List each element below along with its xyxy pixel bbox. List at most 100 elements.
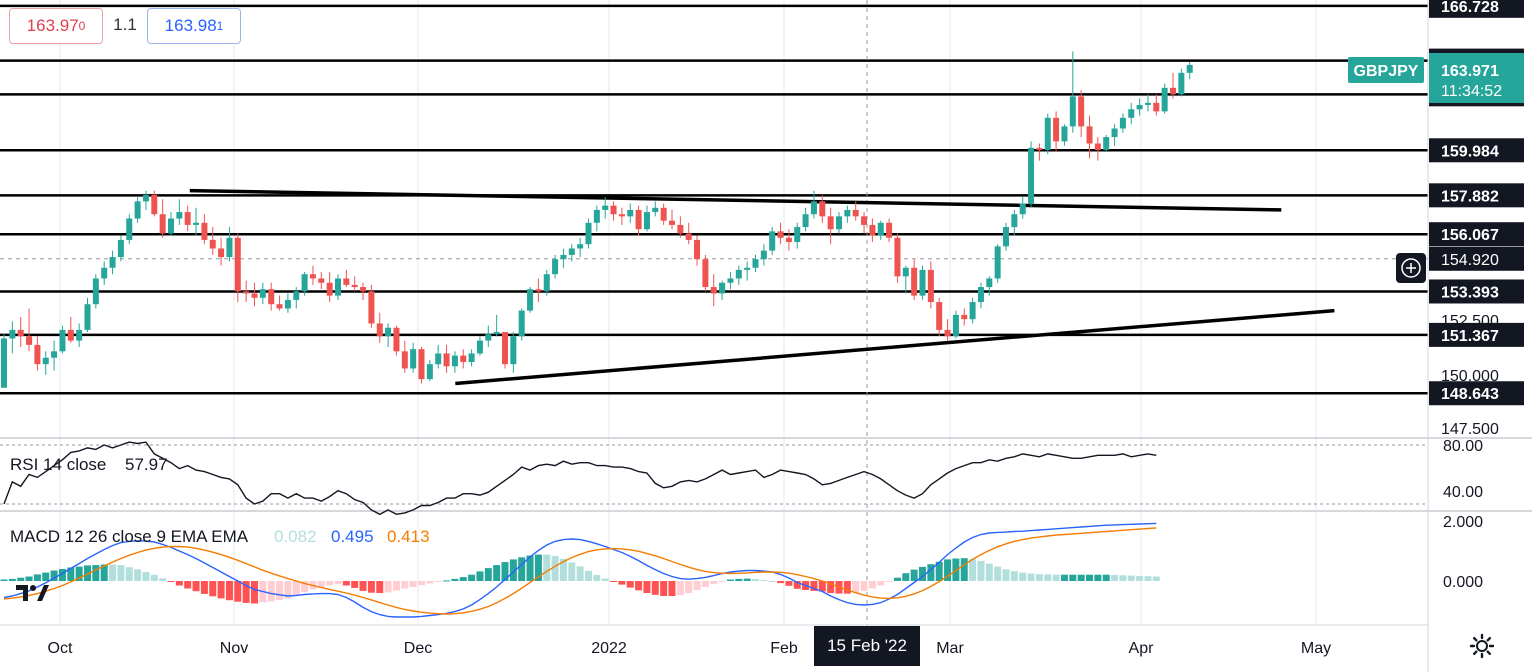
macd-histogram-bar [175, 581, 183, 586]
candle-body [226, 237, 233, 258]
sell-price: 163.97 [26, 16, 79, 35]
price-axis-label: 150.000 [1441, 368, 1499, 385]
macd-histogram-bar [1019, 572, 1027, 581]
macd-histogram-bar [818, 581, 826, 592]
macd-histogram-bar [1052, 574, 1060, 581]
candle-body [109, 257, 116, 268]
trendline [189, 188, 1282, 212]
macd-histogram-bar [1144, 576, 1152, 581]
candle-body [193, 222, 200, 225]
candle-body [218, 248, 225, 258]
candle-body [1003, 227, 1009, 247]
candle-body [1036, 147, 1043, 150]
macd-histogram-bar [793, 581, 801, 589]
candle-body [1161, 87, 1168, 112]
level-price-badge [1429, 183, 1524, 208]
macd-histogram-bar [810, 581, 818, 591]
macd-pane [0, 522, 1160, 618]
macd-histogram-bar [685, 581, 693, 593]
macd-histogram-bar [426, 581, 434, 584]
candle-body [1028, 147, 1035, 204]
candle-body [1186, 64, 1193, 73]
candle-body [944, 329, 951, 337]
macd-histogram-bar [217, 581, 225, 599]
macd-histogram-bar [651, 581, 659, 595]
candle-body [301, 274, 308, 292]
candle-body [293, 291, 300, 300]
candle-body [518, 310, 525, 337]
candle-body [602, 205, 609, 210]
candle-body [652, 207, 659, 213]
sell-button[interactable]: 163.970 [9, 8, 103, 44]
candle-body [610, 205, 617, 215]
candle-body [476, 340, 483, 354]
macd-histogram-bar [25, 576, 33, 581]
buy-button[interactable]: 163.981 [147, 8, 241, 44]
candle-body [886, 222, 893, 238]
macd-histogram-bar [994, 566, 1002, 581]
candle-body [702, 259, 709, 288]
macd-histogram-bar [276, 581, 284, 600]
level-price-badge [1429, 0, 1524, 18]
tradingview-logo-icon[interactable] [14, 577, 50, 607]
macd-histogram-bar [392, 581, 400, 591]
candle-body [1019, 203, 1026, 215]
macd-axis-label: 2.000 [1443, 514, 1483, 531]
macd-histogram-bar [693, 581, 701, 590]
candle-body [719, 282, 726, 294]
macd-histogram-bar [1086, 574, 1093, 581]
candle-body [744, 267, 751, 270]
candle-body [368, 291, 375, 324]
macd-histogram-bar [852, 581, 860, 593]
candle-body [168, 218, 174, 234]
candle-body [552, 259, 559, 275]
level-price-badge [1429, 279, 1524, 304]
candle-body [535, 289, 542, 292]
price-axis[interactable]: 152.500150.000147.500166.728164.171162.5… [1348, 0, 1524, 672]
candle-body [393, 327, 400, 352]
candle-body [852, 209, 859, 217]
candle-body [1136, 104, 1143, 110]
settings-gear-icon[interactable] [1468, 632, 1496, 660]
macd-value: 0.495 [331, 527, 374, 546]
macd-histogram-bar [459, 577, 467, 581]
candle-body [243, 291, 250, 294]
candle-body [810, 201, 817, 215]
macd-histogram-bar [409, 581, 417, 587]
macd-histogram-bar [868, 581, 876, 589]
macd-histogram-bar [451, 578, 459, 581]
level-price-badge [1429, 222, 1524, 247]
level-price-badge-label: 153.393 [1441, 284, 1499, 301]
candle-body [443, 353, 450, 367]
candle-body [1011, 214, 1018, 228]
candle-body [710, 287, 717, 294]
rsi-line [3, 441, 1157, 516]
candle-body [276, 304, 283, 309]
candle-body [927, 269, 934, 303]
macd-signal-value: 0.413 [387, 527, 430, 546]
candlestick-series [1, 51, 1193, 388]
macd-histogram-bar [142, 572, 150, 581]
candle-body [894, 237, 901, 277]
candle-body [42, 357, 49, 365]
rsi-axis-label: 80.00 [1443, 438, 1483, 455]
macd-histogram-bar [743, 578, 751, 581]
macd-histogram-bar [843, 581, 851, 594]
macd-histogram-bar [284, 581, 292, 599]
candle-body [101, 267, 108, 279]
candle-body [335, 278, 341, 296]
macd-histogram-bar [109, 564, 117, 581]
macd-histogram-bar [576, 566, 584, 581]
candle-body [502, 332, 508, 365]
macd-histogram-bar [710, 581, 718, 584]
macd-histogram-bar [317, 581, 325, 587]
time-axis[interactable]: Oct Nov Dec 2022 Feb Mar Apr May [0, 624, 1428, 657]
candle-body [268, 289, 275, 305]
macd-histogram-bar [1027, 573, 1035, 581]
candle-body [543, 274, 550, 292]
add-alert-button[interactable] [1396, 253, 1426, 283]
candle-body [151, 194, 158, 215]
macd-histogram-bar [1127, 575, 1135, 581]
macd-histogram-bar [67, 567, 75, 581]
